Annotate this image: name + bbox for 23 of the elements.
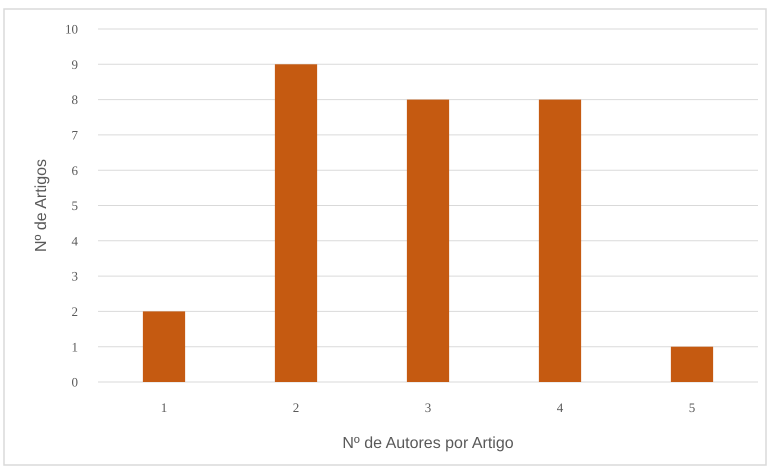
y-tick-label: 1 [72,339,78,354]
y-tick-label: 2 [72,304,78,319]
y-tick-label: 9 [72,56,78,72]
x-tick-label: 4 [556,400,564,415]
y-tick-label: 10 [65,22,78,37]
x-tick-label: 1 [160,400,168,415]
bar [274,64,318,382]
bar [670,346,714,382]
y-tick-label: 7 [72,127,78,142]
bar [406,100,450,382]
y-tick-label: 8 [72,92,78,108]
y-tick-label: 4 [72,233,78,248]
y-axis-title: Nº de Artigos [33,159,50,252]
y-tick-label: 5 [72,198,78,214]
y-tick-label: 0 [72,374,78,390]
y-tick-label: 3 [72,268,78,284]
y-tick-label: 6 [72,162,78,178]
bar [538,100,582,382]
x-tick-label: 2 [292,400,300,415]
bar [142,311,186,382]
x-tick-label: 5 [688,400,696,415]
x-axis-title: Nº de Autores por Artigo [342,435,514,452]
x-tick-label: 3 [424,400,432,415]
